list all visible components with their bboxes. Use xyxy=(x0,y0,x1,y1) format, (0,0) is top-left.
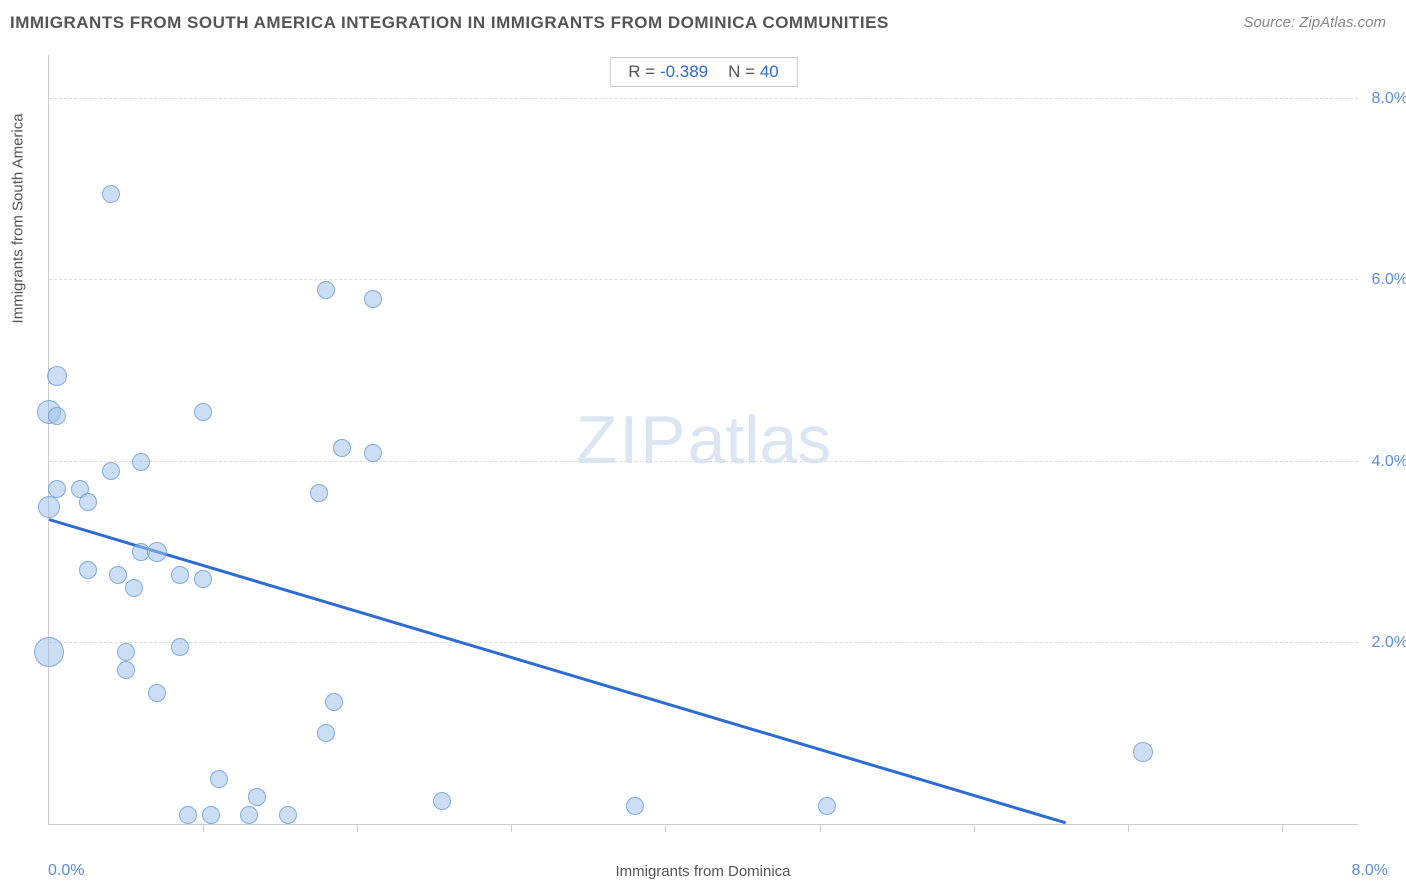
data-point xyxy=(210,770,228,788)
data-point xyxy=(240,806,258,824)
source-label: Source: ZipAtlas.com xyxy=(1243,14,1406,31)
y-tick-label: 6.0% xyxy=(1372,271,1406,289)
x-tick xyxy=(1282,824,1283,832)
x-tick xyxy=(357,824,358,832)
data-point xyxy=(147,542,167,562)
data-point xyxy=(248,788,266,806)
data-point xyxy=(148,684,166,702)
x-tick xyxy=(820,824,821,832)
x-origin-label: 0.0% xyxy=(48,862,84,880)
gridline xyxy=(49,642,1358,643)
data-point xyxy=(433,792,451,810)
data-point xyxy=(109,566,127,584)
data-point xyxy=(364,290,382,308)
data-point xyxy=(1133,742,1153,762)
data-point xyxy=(364,444,382,462)
data-point xyxy=(171,638,189,656)
data-point xyxy=(34,637,64,667)
data-point xyxy=(117,661,135,679)
watermark-atlas: atlas xyxy=(688,402,832,478)
y-tick-label: 4.0% xyxy=(1372,453,1406,471)
x-max-label: 8.0% xyxy=(1352,862,1388,880)
stats-box: R = -0.389 N = 40 xyxy=(609,57,797,87)
data-point xyxy=(79,493,97,511)
y-tick-label: 2.0% xyxy=(1372,634,1406,652)
data-point xyxy=(818,797,836,815)
data-point xyxy=(117,643,135,661)
gridline xyxy=(49,98,1358,99)
chart-title: IMMIGRANTS FROM SOUTH AMERICA INTEGRATIO… xyxy=(0,13,889,33)
data-point xyxy=(102,185,120,203)
x-tick xyxy=(1128,824,1129,832)
header: IMMIGRANTS FROM SOUTH AMERICA INTEGRATIO… xyxy=(0,0,1406,45)
n-value: 40 xyxy=(760,62,779,81)
data-point xyxy=(626,797,644,815)
x-tick xyxy=(665,824,666,832)
data-point xyxy=(47,366,67,386)
data-point xyxy=(171,566,189,584)
watermark: ZIPatlas xyxy=(576,401,831,479)
data-point xyxy=(102,462,120,480)
data-point xyxy=(125,579,143,597)
data-point xyxy=(317,281,335,299)
data-point xyxy=(194,403,212,421)
data-point xyxy=(48,407,66,425)
scatter-plot-area: ZIPatlas R = -0.389 N = 40 2.0%4.0%6.0%8… xyxy=(48,55,1358,825)
data-point xyxy=(325,693,343,711)
data-point xyxy=(194,570,212,588)
x-axis-label: Immigrants from Dominica xyxy=(615,863,790,880)
data-point xyxy=(279,806,297,824)
data-point xyxy=(310,484,328,502)
watermark-zip: ZIP xyxy=(576,402,688,478)
data-point xyxy=(38,496,60,518)
x-tick xyxy=(203,824,204,832)
data-point xyxy=(333,439,351,457)
gridline xyxy=(49,279,1358,280)
n-label: N = 40 xyxy=(728,62,779,82)
x-tick xyxy=(511,824,512,832)
data-point xyxy=(132,453,150,471)
y-axis-label: Immigrants from South America xyxy=(10,113,27,323)
y-tick-label: 8.0% xyxy=(1372,90,1406,108)
r-value: -0.389 xyxy=(660,62,708,81)
data-point xyxy=(317,724,335,742)
r-label: R = -0.389 xyxy=(628,62,708,82)
data-point xyxy=(202,806,220,824)
x-tick xyxy=(974,824,975,832)
data-point xyxy=(79,561,97,579)
gridline xyxy=(49,461,1358,462)
regression-line xyxy=(49,518,1067,824)
data-point xyxy=(179,806,197,824)
